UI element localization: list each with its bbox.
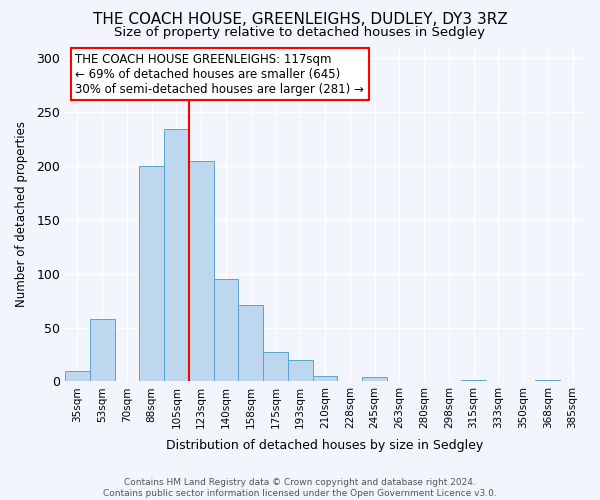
Bar	[313, 376, 337, 382]
Bar	[90, 319, 115, 382]
Bar	[189, 160, 214, 382]
Bar	[461, 380, 486, 382]
Bar	[535, 380, 560, 382]
Text: Size of property relative to detached houses in Sedgley: Size of property relative to detached ho…	[115, 26, 485, 39]
Text: Contains HM Land Registry data © Crown copyright and database right 2024.
Contai: Contains HM Land Registry data © Crown c…	[103, 478, 497, 498]
Bar	[238, 305, 263, 382]
Bar	[288, 360, 313, 382]
X-axis label: Distribution of detached houses by size in Sedgley: Distribution of detached houses by size …	[166, 440, 484, 452]
Y-axis label: Number of detached properties: Number of detached properties	[15, 122, 28, 308]
Bar	[214, 279, 238, 382]
Bar	[362, 377, 387, 382]
Bar	[139, 166, 164, 382]
Text: THE COACH HOUSE, GREENLEIGHS, DUDLEY, DY3 3RZ: THE COACH HOUSE, GREENLEIGHS, DUDLEY, DY…	[92, 12, 508, 28]
Text: THE COACH HOUSE GREENLEIGHS: 117sqm
← 69% of detached houses are smaller (645)
3: THE COACH HOUSE GREENLEIGHS: 117sqm ← 69…	[76, 52, 364, 96]
Bar	[65, 370, 90, 382]
Bar	[263, 352, 288, 382]
Bar	[164, 130, 189, 382]
